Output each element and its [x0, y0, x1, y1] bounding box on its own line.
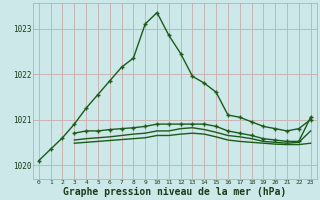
X-axis label: Graphe pression niveau de la mer (hPa): Graphe pression niveau de la mer (hPa) [63, 186, 286, 197]
